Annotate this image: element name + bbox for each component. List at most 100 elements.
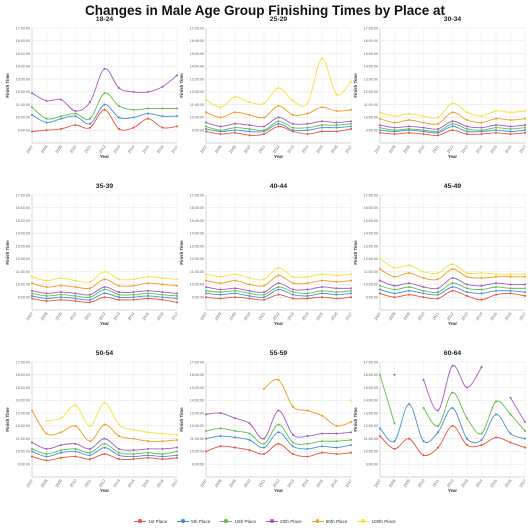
data-point [88,440,92,443]
data-point [30,92,34,95]
legend-label: 20th Place [280,518,302,524]
legend-item-1st-place[interactable]: 1st Place [134,515,167,527]
data-point [204,121,208,124]
data-point [74,442,77,445]
data-point [30,289,34,292]
series-5th-place [204,431,353,450]
data-point [219,282,222,285]
chart-title: 50-54 [96,350,114,357]
y-tick-label: 12:00:00 [190,424,204,428]
data-point [233,429,237,433]
x-tick-label: 2016 [329,144,338,154]
data-point [59,449,63,452]
data-point [291,275,295,278]
data-point [117,278,121,281]
data-point [88,451,92,454]
data-point [277,293,280,296]
x-tick-label: 2014 [300,144,310,155]
series-100th-place [349,399,353,402]
data-point [523,283,527,286]
chart-35-39: 35-39 9:00:00 10:00:00 11:00:00 12:00:00 13:0… [5,183,179,326]
data-point [59,293,63,296]
data-point [59,431,63,434]
data-point [436,297,440,300]
chart-60-64: 60-64 9:00:00 10:00:00 11:00:00 12:00:00 13:0… [353,350,527,493]
data-point [494,110,498,113]
data-point [117,451,121,454]
x-tick-label: 2013 [460,144,469,154]
y-tick-label: 12:00:00 [16,90,30,94]
data-point [393,133,396,136]
legend-item-10th-place[interactable]: 10th Place [220,515,256,527]
y-tick-label: 16:00:00 [364,373,378,377]
y-tick-label: 17:00:00 [16,193,30,197]
series-1st-place [378,129,527,137]
y-axis-title: Finish Time [5,73,10,98]
data-point [291,297,295,300]
data-point [161,296,164,299]
legend-label: 1st Place [148,518,168,524]
y-axis-title: Finish Time [5,407,10,432]
x-tick-label: 2012 [97,311,106,321]
data-point [393,422,396,425]
legend-item-100th-place[interactable]: 100th Place [357,515,396,527]
data-point [74,285,77,289]
data-point [523,124,527,127]
legend-item-20th-place[interactable]: 20th Place [266,515,302,527]
y-tick-label: 13:00:00 [190,244,204,248]
y-tick-label: 13:00:00 [16,411,30,415]
x-tick-label: 2015 [315,144,324,154]
x-tick-label: 2013 [286,478,295,488]
data-point [175,294,179,297]
data-point [74,404,77,407]
legend-swatch [134,519,147,524]
x-tick-label: 2011 [257,478,266,488]
data-point [378,131,382,134]
data-point [204,437,208,440]
data-point [132,284,135,287]
data-point [117,127,121,130]
x-tick-label: 2010 [68,144,78,155]
data-point [146,117,150,120]
data-point [320,432,324,435]
chart-title: 18-24 [96,16,114,23]
data-point [161,107,164,110]
data-point [175,301,179,304]
data-point [88,296,92,299]
y-tick-label: 10:00:00 [16,116,30,120]
data-point [306,126,309,129]
y-tick-label: 13:00:00 [190,411,204,415]
legend-item-50th-place[interactable]: 50th Place [311,515,347,527]
data-point [422,126,425,129]
data-point [233,296,237,299]
x-tick-label: 2016 [155,311,164,321]
data-point [262,133,266,136]
data-point [393,440,396,443]
y-tick-label: 15:00:00 [190,52,204,56]
data-point [233,287,237,290]
data-point [509,396,512,399]
x-axis-title: Year [274,154,284,159]
data-point [306,288,309,291]
legend: 1st Place 5th Place 10th Place 20th Place 50… [0,515,530,527]
data-point [146,297,150,300]
data-point [175,278,179,281]
y-tick-label: 12:00:00 [190,257,204,261]
data-point [393,275,396,278]
data-point [175,292,179,295]
data-point [45,129,48,132]
y-tick-label: 12:00:00 [364,257,378,261]
data-point [59,444,63,447]
series-20th-place [204,409,353,440]
legend-item-5th-place[interactable]: 5th Place [177,515,210,527]
data-point [378,279,382,282]
data-point [451,424,454,427]
x-tick-label: 2011 [83,311,92,321]
y-tick-label: 14:00:00 [190,232,204,236]
data-point [74,279,77,282]
data-point [103,437,106,440]
data-point [248,277,251,280]
data-point [320,296,324,299]
data-point [117,284,121,287]
data-point [175,107,179,110]
